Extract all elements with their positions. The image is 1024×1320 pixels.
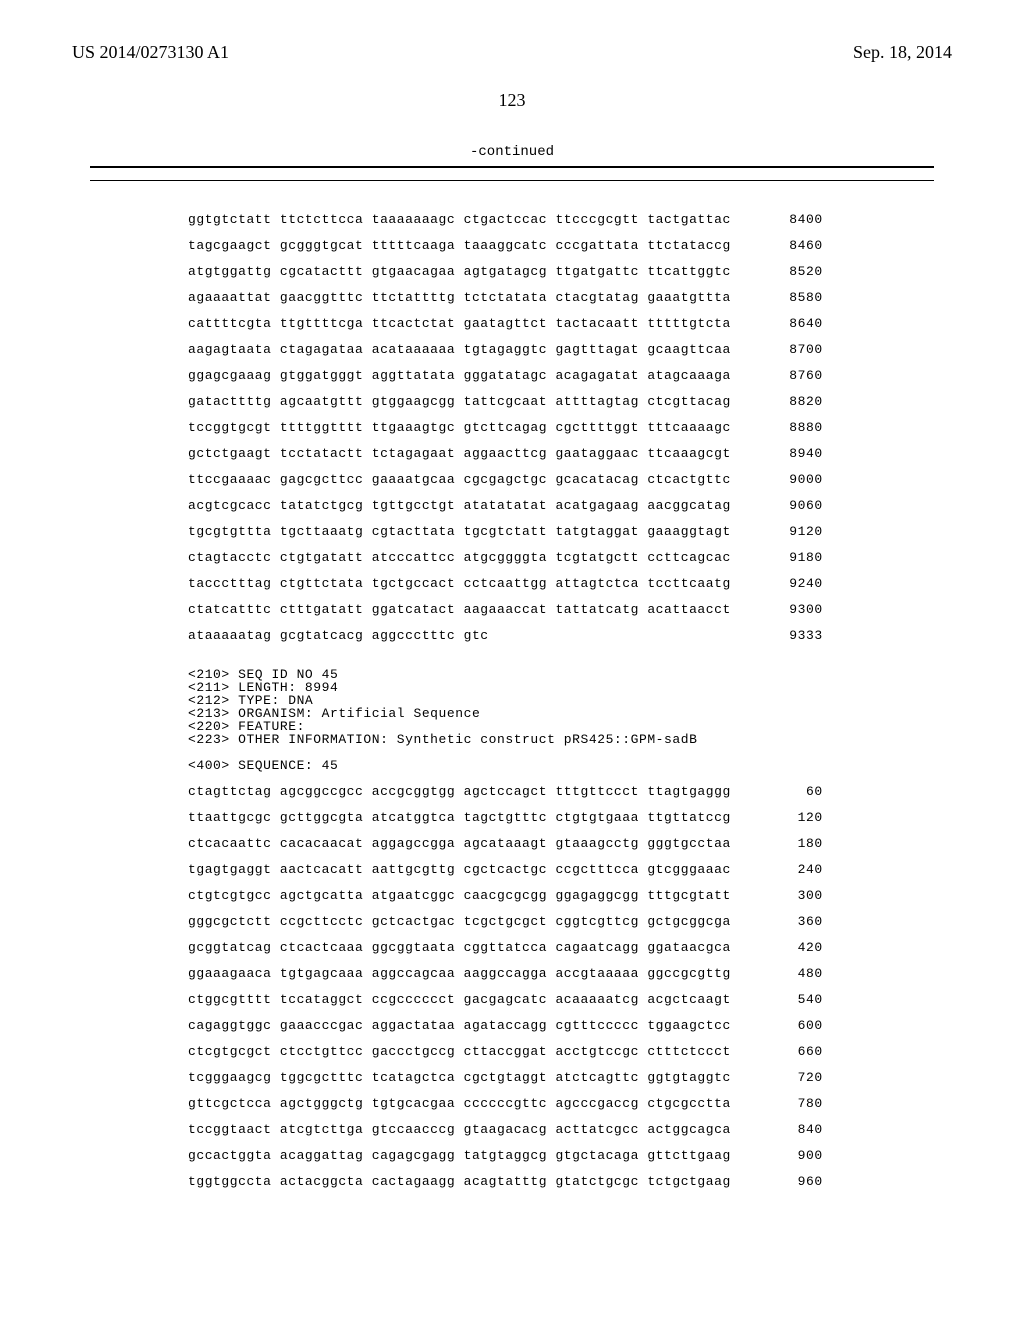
sequence-listing: ggtgtctatt ttctcttcca taaaaaaagc ctgactc… xyxy=(188,213,823,1188)
header-row: US 2014/0273130 A1 Sep. 18, 2014 xyxy=(72,42,952,63)
continued-label: -continued xyxy=(0,144,1024,160)
page-number: 123 xyxy=(0,90,1024,111)
page: US 2014/0273130 A1 Sep. 18, 2014 123 -co… xyxy=(0,0,1024,1320)
patent-number: US 2014/0273130 A1 xyxy=(72,42,229,63)
patent-date: Sep. 18, 2014 xyxy=(853,42,952,63)
rule-light xyxy=(90,180,934,181)
rule-heavy xyxy=(90,166,934,168)
